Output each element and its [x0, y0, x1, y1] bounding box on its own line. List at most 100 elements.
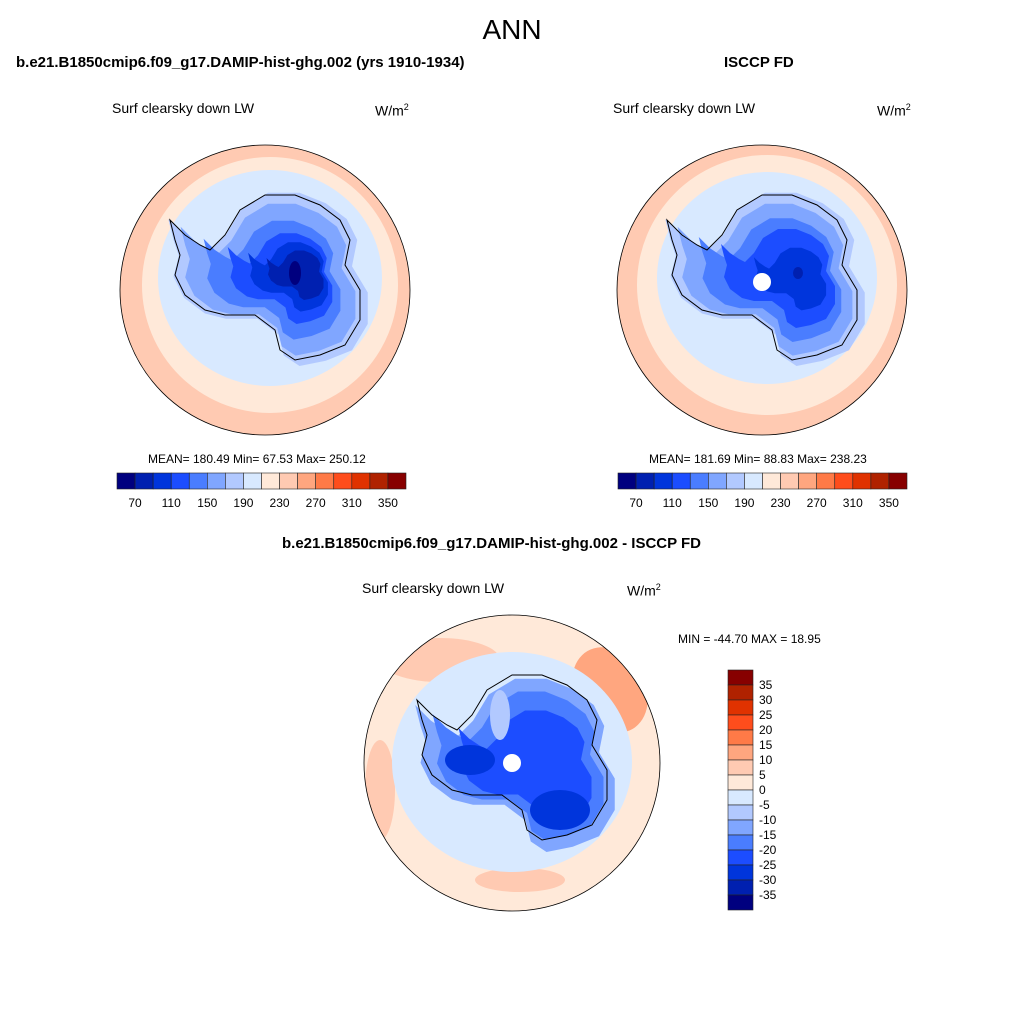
colorbar-tick-label: 35	[759, 678, 773, 692]
colorbar-box	[333, 472, 353, 490]
figure-title: ANN	[482, 14, 542, 45]
panel-title-model: b.e21.B1850cmip6.f09_g17.DAMIP-hist-ghg.…	[16, 54, 465, 71]
colorbar-box	[387, 472, 407, 490]
colorbar-box	[727, 834, 754, 851]
colorbar-tick-label: 30	[759, 693, 773, 707]
colorbar-box	[727, 729, 754, 746]
variable-label-model: Surf clearsky down LW	[112, 100, 255, 116]
colorbar-box	[635, 472, 655, 490]
colorbar-tick-label: 310	[843, 496, 863, 510]
colorbar-box	[207, 472, 226, 490]
colorbar-tick-label: 230	[270, 496, 290, 510]
panel-title-diff: b.e21.B1850cmip6.f09_g17.DAMIP-hist-ghg.…	[282, 535, 702, 552]
colorbar-tick-label: -25	[759, 858, 777, 872]
colorbar-box	[279, 472, 298, 490]
colorbar-box	[744, 472, 763, 490]
colorbar-tick-label: -35	[759, 888, 777, 902]
colorbar-tick-label: 230	[771, 496, 791, 510]
colorbar-tick-label: 350	[378, 496, 398, 510]
colorbar-box	[852, 472, 872, 490]
units-sup: 2	[905, 102, 911, 112]
units-label-model: W/m2	[375, 102, 409, 119]
colorbar-tick-label: 20	[759, 723, 773, 737]
units-label-obs: W/m2	[877, 102, 911, 119]
colorbar-box	[152, 472, 172, 490]
colorbar-box	[134, 472, 154, 490]
colorbar-box	[727, 714, 754, 731]
variable-label-obs: Surf clearsky down LW	[613, 100, 756, 116]
colorbar-box	[727, 879, 754, 896]
colorbar-tick-label: 150	[197, 496, 217, 510]
colorbar-box	[727, 684, 754, 701]
colorbar-box	[727, 744, 754, 761]
colorbar-tick-label: 190	[734, 496, 754, 510]
colorbar-box	[369, 472, 389, 490]
stats-model: MEAN= 180.49 Min= 67.53 Max= 250.12	[148, 452, 366, 466]
colorbar-box	[870, 472, 890, 490]
colorbar-box	[727, 864, 754, 881]
colorbar-tick-label: 0	[759, 783, 766, 797]
colorbar-tick-label: -15	[759, 828, 777, 842]
colorbar-box	[297, 472, 316, 490]
colorbar-box	[762, 472, 781, 490]
colorbar-box	[727, 759, 754, 776]
colorbar-tick-label: -20	[759, 843, 777, 857]
colorbar-box	[243, 472, 262, 490]
colorbar-tick-label: 350	[879, 496, 899, 510]
colorbar-tick-label: 70	[629, 496, 643, 510]
colorbar-box	[116, 472, 136, 490]
map-model-border	[119, 144, 411, 436]
colorbar-tick-label: 150	[698, 496, 718, 510]
variable-label-diff: Surf clearsky down LW	[362, 580, 505, 596]
colorbar-tick-label: 5	[759, 768, 766, 782]
map-obs	[617, 145, 907, 435]
colorbar-tick-label: 70	[128, 496, 142, 510]
colorbar-box	[689, 472, 709, 490]
colorbar-tick-label: -30	[759, 873, 777, 887]
colorbar-box	[727, 804, 754, 821]
colorbar-tick-label: 110	[663, 496, 682, 510]
map-model	[120, 145, 410, 435]
colorbar-box	[315, 472, 335, 490]
colorbar-box	[780, 472, 799, 490]
colorbar-box	[727, 669, 754, 686]
panel-title-obs: ISCCP FD	[724, 54, 794, 71]
colorbar-tick-label: -10	[759, 813, 777, 827]
colorbar-tick-label: 15	[759, 738, 773, 752]
colorbar-tick-label: 310	[342, 496, 362, 510]
colorbar-tick-label: 270	[807, 496, 827, 510]
units-text: W/m	[375, 102, 404, 119]
colorbar-tick-label: 25	[759, 708, 773, 722]
units-sup: 2	[655, 582, 661, 592]
colorbar-box	[727, 849, 754, 866]
colorbar-box	[727, 699, 754, 716]
colorbar-box	[798, 472, 817, 490]
colorbar-tick-label: 10	[759, 753, 773, 767]
colorbar-tick-label: 110	[162, 496, 181, 510]
map-diff-border	[363, 614, 661, 912]
colorbar-obs: 70 110 150 190 230 270 310 350	[617, 472, 908, 510]
stats-obs: MEAN= 181.69 Min= 88.83 Max= 238.23	[649, 452, 867, 466]
colorbar-box	[170, 472, 190, 490]
colorbar-box	[727, 789, 754, 806]
units-sup: 2	[403, 102, 409, 112]
colorbar-box	[617, 472, 637, 490]
stats-diff: MIN = -44.70 MAX = 18.95	[678, 632, 821, 646]
colorbar-box	[351, 472, 371, 490]
colorbar-box	[816, 472, 836, 490]
colorbar-tick-label: 270	[306, 496, 326, 510]
colorbar-box	[726, 472, 745, 490]
colorbar-model: 70 110 150 190 230 270 310 350	[116, 472, 407, 510]
colorbar-box	[727, 894, 754, 911]
colorbar-tick-label: 190	[233, 496, 253, 510]
colorbar-box	[727, 774, 754, 791]
colorbar-box	[708, 472, 727, 490]
map-obs-border	[616, 144, 908, 436]
units-text: W/m	[877, 102, 906, 119]
colorbar-box	[188, 472, 208, 490]
colorbar-tick-label: -5	[759, 798, 770, 812]
colorbar-box	[888, 472, 908, 490]
